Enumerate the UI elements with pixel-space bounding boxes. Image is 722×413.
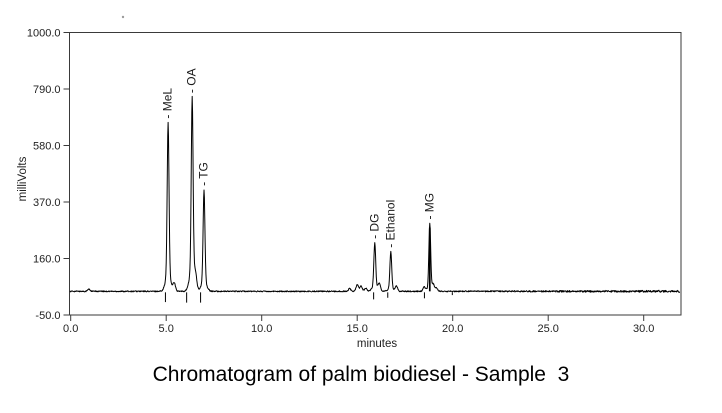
y-tick-label: 790.0 xyxy=(33,84,61,96)
y-tick-label: 160.0 xyxy=(33,254,61,266)
x-tick-label: 5.0 xyxy=(159,323,174,335)
peak-label-mg: - MG xyxy=(422,193,436,220)
x-tick-label: 25.0 xyxy=(537,323,558,335)
x-tick-label: 0.0 xyxy=(63,323,78,335)
y-tick-label: -50.0 xyxy=(35,310,60,322)
figure-caption: Chromatogram of palm biodiesel - Sample … xyxy=(152,363,570,386)
x-tick-label: 20.0 xyxy=(442,323,463,335)
x-tick-label: 15.0 xyxy=(346,323,367,335)
x-axis-title: minutes xyxy=(357,338,398,350)
plot-border xyxy=(69,32,682,316)
x-tick-label: 10.0 xyxy=(251,323,272,335)
peak-label-dg: - DG xyxy=(367,214,381,239)
stray-dot-artifact xyxy=(121,15,125,19)
y-tick-label: 580.0 xyxy=(33,141,61,153)
y-tick-label: 1000.0 xyxy=(27,28,61,40)
chromatogram-trace xyxy=(69,95,681,293)
y-axis-title: milliVolts xyxy=(17,156,29,201)
x-tick-label: 30.0 xyxy=(633,323,654,335)
peak-label-mel: - MeL xyxy=(161,88,175,119)
peak-label-oa: - OA xyxy=(185,68,199,93)
peak-label-tg: - TG xyxy=(197,162,211,186)
peak-label-ethanol: - Ethanol xyxy=(383,200,397,248)
y-tick-label: 370.0 xyxy=(33,197,61,209)
